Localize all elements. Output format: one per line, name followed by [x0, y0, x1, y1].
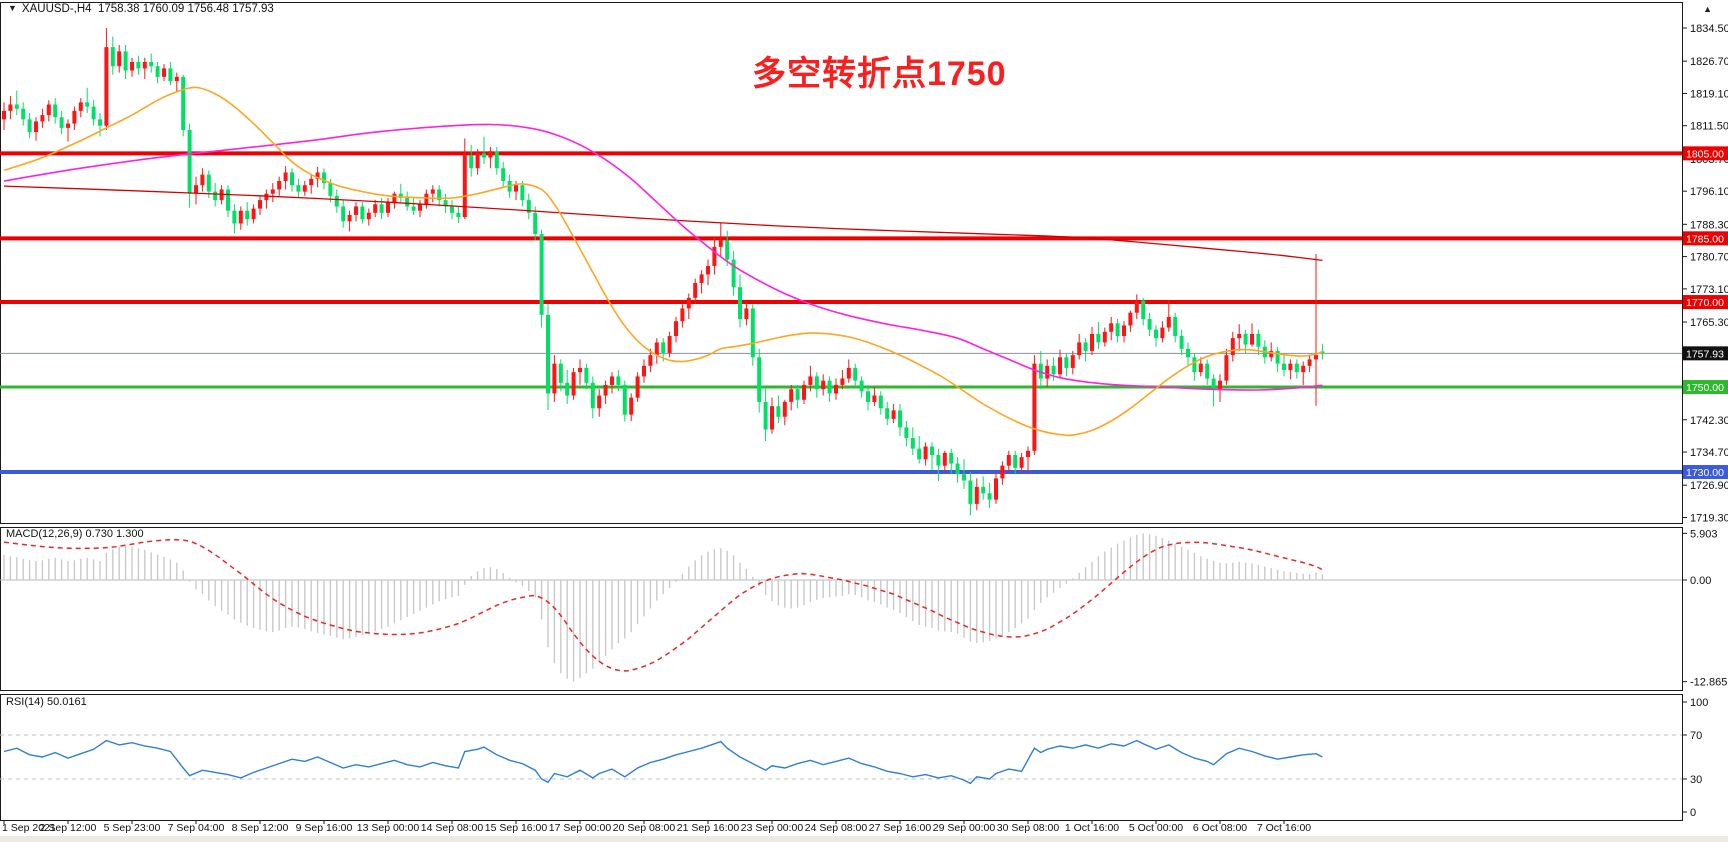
- svg-text:1734.70: 1734.70: [1690, 447, 1728, 459]
- current-price-badge: 1757.93: [1683, 346, 1728, 361]
- svg-text:1796.10: 1796.10: [1690, 186, 1728, 198]
- svg-text:24 Sep 08:00: 24 Sep 08:00: [805, 822, 868, 834]
- svg-text:15 Sep 16:00: 15 Sep 16:00: [485, 822, 548, 834]
- svg-text:1 Oct 16:00: 1 Oct 16:00: [1065, 822, 1119, 834]
- svg-text:1719.30: 1719.30: [1690, 512, 1728, 524]
- rsi-panel: [0, 734, 1682, 785]
- price-badges: 1805.00 1785.00 1770.00 1757.93 1750.00 1730.…: [1683, 146, 1728, 480]
- svg-text:8 Sep 12:00: 8 Sep 12:00: [232, 822, 289, 834]
- symbol-period-label: XAUUSD-,H4: [21, 3, 92, 15]
- svg-text:2 Sep 12:00: 2 Sep 12:00: [40, 822, 97, 834]
- svg-text:23 Sep 00:00: 23 Sep 00:00: [741, 822, 804, 834]
- svg-text:1726.90: 1726.90: [1690, 480, 1728, 492]
- resistance-badge-1770: 1770.00: [1683, 295, 1728, 310]
- svg-text:100: 100: [1690, 697, 1708, 709]
- svg-text:1742.30: 1742.30: [1690, 415, 1728, 427]
- svg-text:1819.10: 1819.10: [1690, 88, 1728, 100]
- svg-text:17 Sep 00:00: 17 Sep 00:00: [549, 822, 612, 834]
- svg-text:20 Sep 08:00: 20 Sep 08:00: [613, 822, 676, 834]
- moving-averages: [3, 86, 1323, 437]
- macd-indicator-label: MACD(12,26,9) 0.730 1.300: [6, 528, 144, 540]
- svg-text:-12.865: -12.865: [1690, 677, 1727, 689]
- svg-text:70: 70: [1690, 730, 1702, 742]
- svg-text:30: 30: [1690, 774, 1702, 786]
- svg-text:30 Sep 08:00: 30 Sep 08:00: [997, 822, 1060, 834]
- price-level-lines[interactable]: [0, 151, 1682, 475]
- svg-text:1834.50: 1834.50: [1690, 23, 1728, 35]
- ohlc-header: ▼ XAUUSD-,H4 1758.38 1760.09 1756.48 1757…: [8, 3, 274, 15]
- svg-text:27 Sep 16:00: 27 Sep 16:00: [869, 822, 932, 834]
- svg-text:5.903: 5.903: [1690, 528, 1718, 540]
- resistance-badge-1805: 1805.00: [1683, 146, 1728, 161]
- macd-panel: [0, 533, 1682, 682]
- svg-text:29 Sep 00:00: 29 Sep 00:00: [933, 822, 996, 834]
- svg-text:1780.70: 1780.70: [1690, 252, 1728, 264]
- svg-text:13 Sep 00:00: 13 Sep 00:00: [357, 822, 420, 834]
- svg-text:5 Sep 23:00: 5 Sep 23:00: [104, 822, 161, 834]
- svg-text:0: 0: [1690, 807, 1696, 819]
- svg-text:1770.00: 1770.00: [1686, 297, 1724, 309]
- chevron-down-icon[interactable]: ▼: [8, 3, 17, 13]
- ohlc-quotes: 1758.38 1760.09 1756.48 1757.93: [97, 3, 274, 15]
- candles: [2, 28, 1325, 516]
- svg-text:1826.70: 1826.70: [1690, 56, 1728, 68]
- svg-text:7 Oct 16:00: 7 Oct 16:00: [1257, 822, 1311, 834]
- svg-text:1811.50: 1811.50: [1690, 121, 1728, 133]
- svg-text:1788.30: 1788.30: [1690, 219, 1728, 231]
- svg-text:6 Oct 08:00: 6 Oct 08:00: [1193, 822, 1247, 834]
- svg-text:1785.00: 1785.00: [1686, 233, 1724, 245]
- resistance-badge-1785: 1785.00: [1683, 231, 1728, 246]
- svg-text:1730.00: 1730.00: [1686, 467, 1724, 479]
- svg-text:14 Sep 08:00: 14 Sep 08:00: [421, 822, 484, 834]
- svg-text:1805.00: 1805.00: [1686, 148, 1724, 160]
- support-badge-1750: 1750.00: [1683, 380, 1728, 395]
- support-badge-1730: 1730.00: [1683, 465, 1728, 480]
- svg-text:0.00: 0.00: [1690, 575, 1711, 587]
- svg-text:1773.10: 1773.10: [1690, 284, 1728, 296]
- rsi-indicator-label: RSI(14) 50.0161: [6, 696, 87, 708]
- svg-text:21 Sep 16:00: 21 Sep 16:00: [677, 822, 740, 834]
- chart-annotation-text[interactable]: 多空转折点1750: [751, 55, 1007, 93]
- svg-text:1765.30: 1765.30: [1690, 317, 1728, 329]
- svg-text:7 Sep 04:00: 7 Sep 04:00: [168, 822, 225, 834]
- svg-text:1 Sep 2021: 1 Sep 2021: [2, 822, 56, 834]
- svg-text:5 Oct 00:00: 5 Oct 00:00: [1129, 822, 1183, 834]
- svg-text:1757.93: 1757.93: [1686, 348, 1724, 360]
- svg-text:9 Sep 16:00: 9 Sep 16:00: [296, 822, 353, 834]
- scroll-up-icon[interactable]: ▲: [1703, 4, 1712, 14]
- price-axis[interactable]: 1834.501826.701819.101811.501803.701796.…: [1682, 23, 1728, 819]
- svg-text:1750.00: 1750.00: [1686, 382, 1724, 394]
